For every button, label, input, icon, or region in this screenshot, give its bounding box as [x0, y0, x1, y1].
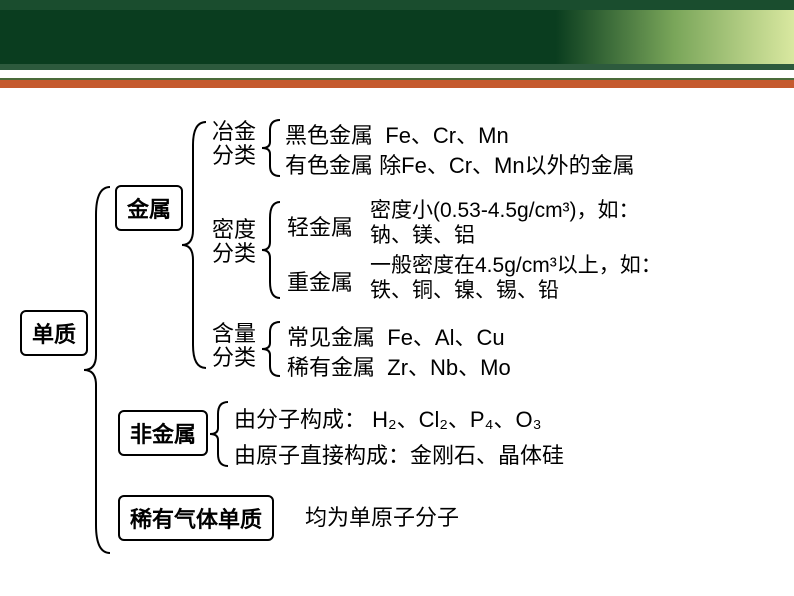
metal-bracket [180, 120, 208, 370]
sub2-item2-desc: 一般密度在4.5g/cm³以上，如： 铁、铜、镍、锡、铅 [370, 253, 662, 303]
nonmetal-item1: 由分子构成： H₂、Cl₂、P₄、O₃ [234, 402, 542, 434]
sub1-item2: 有色金属 除Fe、Cr、Mn以外的金属 [285, 148, 635, 180]
sub3-bracket [260, 320, 282, 378]
root-label: 单质 [32, 322, 76, 347]
noble-desc: 均为单原子分子 [305, 500, 459, 532]
nonmetal-item2: 由原子直接构成：金刚石、晶体硅 [234, 438, 564, 470]
sub2-bracket [260, 200, 282, 300]
branch-noble-box: 稀有气体单质 [118, 495, 274, 541]
sub1-item1: 黑色金属 Fe、Cr、Mn [285, 118, 509, 150]
branch-nonmetal-label: 非金属 [130, 422, 196, 447]
sub2-item1-desc: 密度小(0.53-4.5g/cm³)，如： 钠、镁、铝 [370, 198, 640, 248]
sub2-label: 密度 分类 [212, 218, 256, 266]
sub3-label: 含量 分类 [212, 322, 256, 370]
sub2-item2-name: 重金属 [287, 265, 353, 297]
root-box: 单质 [20, 310, 88, 356]
diagram-content: 单质 金属 冶金 分类 黑色金属 Fe、Cr、Mn 有色金属 除Fe、Cr、Mn… [0, 110, 794, 596]
root-bracket [82, 185, 112, 555]
sub3-item1: 常见金属 Fe、Al、Cu [287, 320, 505, 352]
sub1-label: 冶金 分类 [212, 120, 256, 168]
header-decoration [0, 0, 794, 92]
nonmetal-bracket [208, 400, 230, 468]
sub3-item2: 稀有金属 Zr、Nb、Mo [287, 350, 511, 382]
branch-nonmetal-box: 非金属 [118, 410, 208, 456]
branch-metal-box: 金属 [115, 185, 183, 231]
branch-noble-label: 稀有气体单质 [130, 507, 262, 532]
branch-metal-label: 金属 [127, 197, 171, 222]
sub1-bracket [260, 118, 282, 178]
sub2-item1-name: 轻金属 [287, 210, 353, 242]
